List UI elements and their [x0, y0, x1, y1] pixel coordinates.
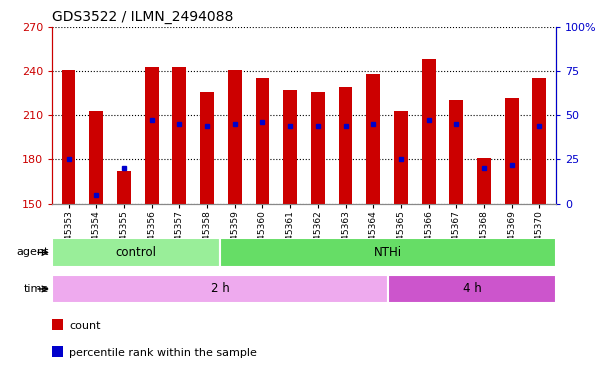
- Text: control: control: [115, 246, 156, 259]
- Bar: [220, 238, 556, 267]
- Text: NTHi: NTHi: [374, 246, 402, 259]
- Bar: [145, 67, 159, 204]
- Text: GDS3522 / ILMN_2494088: GDS3522 / ILMN_2494088: [52, 10, 233, 25]
- Bar: [338, 87, 353, 204]
- Bar: [228, 70, 242, 204]
- Bar: [89, 111, 103, 204]
- Bar: [52, 238, 220, 267]
- Text: count: count: [69, 321, 101, 331]
- Bar: [52, 275, 388, 303]
- Bar: [477, 158, 491, 204]
- Bar: [505, 98, 519, 204]
- Bar: [422, 59, 436, 204]
- Bar: [532, 78, 546, 204]
- Bar: [366, 74, 380, 204]
- Bar: [200, 92, 214, 204]
- Text: agent: agent: [16, 247, 49, 258]
- Text: time: time: [24, 284, 49, 294]
- Bar: [449, 101, 463, 204]
- Bar: [394, 111, 408, 204]
- Bar: [311, 92, 324, 204]
- Bar: [62, 70, 76, 204]
- Bar: [172, 67, 186, 204]
- Text: percentile rank within the sample: percentile rank within the sample: [69, 348, 257, 358]
- Bar: [388, 275, 556, 303]
- Bar: [255, 78, 269, 204]
- Text: 4 h: 4 h: [463, 283, 481, 295]
- Bar: [284, 90, 297, 204]
- Bar: [117, 171, 131, 204]
- Text: 2 h: 2 h: [211, 283, 229, 295]
